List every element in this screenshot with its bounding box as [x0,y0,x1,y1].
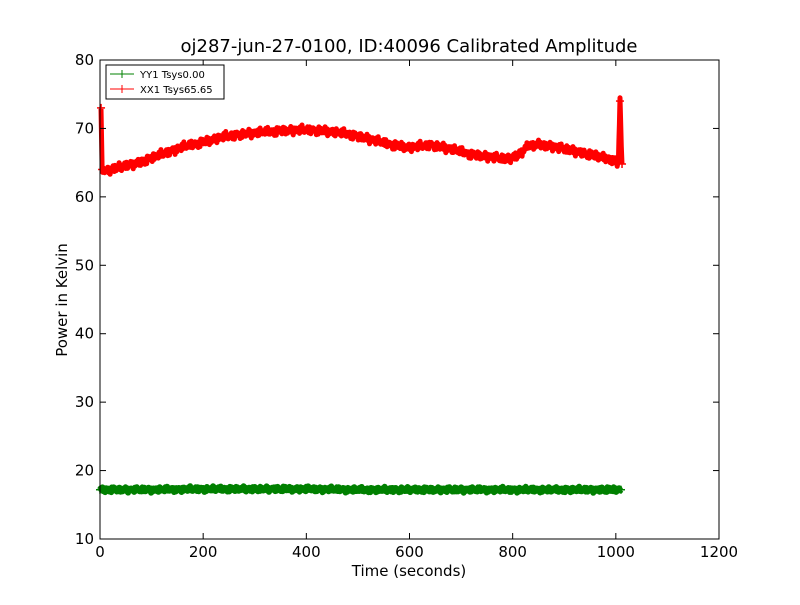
data-point-xx1 [534,140,543,149]
x-tick-label: 600 [395,543,424,561]
data-point-xx1 [121,162,130,171]
data-point-xx1 [261,127,270,136]
data-point-xx1 [163,148,172,157]
x-tick-label: 400 [292,543,321,561]
data-point-yy1 [616,485,625,494]
data-point-xx1 [240,129,249,138]
data-point-xx1 [544,141,553,150]
data-point-xx1 [147,153,156,162]
data-point-xx1 [426,140,435,149]
legend-label: XX1 Tsys65.65 [140,85,213,96]
data-point-yy1 [199,485,208,494]
data-point-xx1 [111,164,120,173]
y-tick-label: 80 [75,51,94,69]
data-point-xx1 [615,97,624,106]
data-point-xx1 [618,160,627,169]
data-point-xx1 [384,140,393,149]
data-point-yy1 [147,485,156,494]
data-point-xx1 [322,127,331,136]
data-point-yy1 [250,485,259,494]
data-point-yy1 [457,485,466,494]
data-point-xx1 [405,143,414,152]
data-point-xx1 [560,144,569,153]
y-tick-label: 50 [75,256,94,274]
legend-entry-xx1: XX1 Tsys65.65 [110,85,213,96]
data-point-xx1 [219,132,228,141]
data-point-xx1 [503,155,512,164]
y-tick-label: 30 [75,393,94,411]
data-point-xx1 [343,129,352,138]
data-point-xx1 [467,150,476,159]
data-point-xx1 [614,158,623,167]
x-tick-label: 0 [95,543,105,561]
data-point-xx1 [281,126,290,135]
data-point-xx1 [591,151,600,160]
data-point-xx1 [513,151,522,160]
data-point-xx1 [575,148,584,157]
legend: YY1 Tsys0.00 XX1 Tsys65.65 [105,64,225,100]
y-tick-label: 20 [75,462,94,480]
data-point-xx1 [606,155,615,164]
data-point-xx1 [97,103,106,112]
data-point-yy1 [353,485,362,494]
series-layer [96,95,627,496]
legend-box [105,64,225,100]
x-axis-label: Time (seconds) [351,562,467,580]
y-tick-label: 40 [75,325,94,343]
x-tick-label: 800 [498,543,527,561]
data-point-xx1 [199,138,208,147]
data-point-yy1 [508,485,517,494]
data-point-yy1 [560,485,569,494]
legend-label: YY1 Tsys0.00 [139,70,205,81]
x-tick-label: 1200 [700,543,738,561]
legend-entry-yy1: YY1 Tsys0.00 [110,70,205,81]
y-axis-ticks: 10 20 30 40 50 60 70 80 [75,51,719,548]
data-point-xx1 [364,134,373,143]
chart-title: oj287-jun-27-0100, ID:40096 Calibrated A… [180,36,637,57]
x-axis-ticks: 0 200 400 600 800 1000 1200 [95,60,738,561]
x-tick-label: 200 [189,543,218,561]
data-point-xx1 [446,144,455,153]
data-point-xx1 [178,142,187,151]
y-tick-label: 70 [75,119,94,137]
y-tick-label: 60 [75,188,94,206]
data-point-xx1 [98,165,107,174]
data-point-xx1 [524,141,533,150]
data-point-xx1 [134,158,143,167]
y-tick-label: 10 [75,530,94,548]
y-axis-label: Power in Kelvin [53,243,71,357]
data-point-yy1 [302,485,311,494]
data-point-xx1 [488,153,497,162]
data-point-xx1 [302,125,311,134]
x-tick-label: 1000 [597,543,635,561]
data-point-yy1 [405,485,414,494]
data-point-xx1 [103,166,112,175]
